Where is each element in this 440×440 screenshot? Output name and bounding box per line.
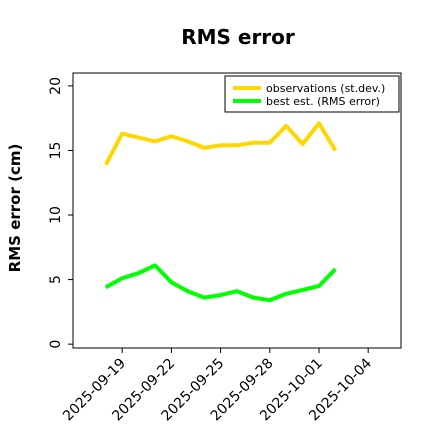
y-tick-label: 20: [48, 77, 64, 95]
series-line-observations: [104, 121, 338, 166]
y-axis-ticks: 0 5 10 15 20: [48, 77, 73, 349]
series-lines: [104, 121, 338, 303]
y-tick-label: 15: [48, 142, 64, 160]
plot-frame: [72, 72, 402, 349]
y-tick-label: 0: [48, 340, 64, 349]
chart-title: RMS error: [181, 25, 295, 49]
legend-box: [224, 75, 400, 113]
y-axis-label: RMS error (cm): [6, 144, 24, 273]
y-tick-label: 10: [48, 206, 64, 224]
legend-label-observations: observations (st.dev.): [266, 82, 385, 95]
legend-label-best-estimate: best est. (RMS error): [266, 95, 380, 108]
y-tick-label: 5: [48, 275, 64, 284]
legend: observations (st.dev.) best est. (RMS er…: [224, 75, 400, 113]
series-line-best-estimate: [104, 263, 337, 303]
x-axis-ticks: 2025-09-192025-09-222025-09-252025-09-28…: [60, 348, 375, 424]
